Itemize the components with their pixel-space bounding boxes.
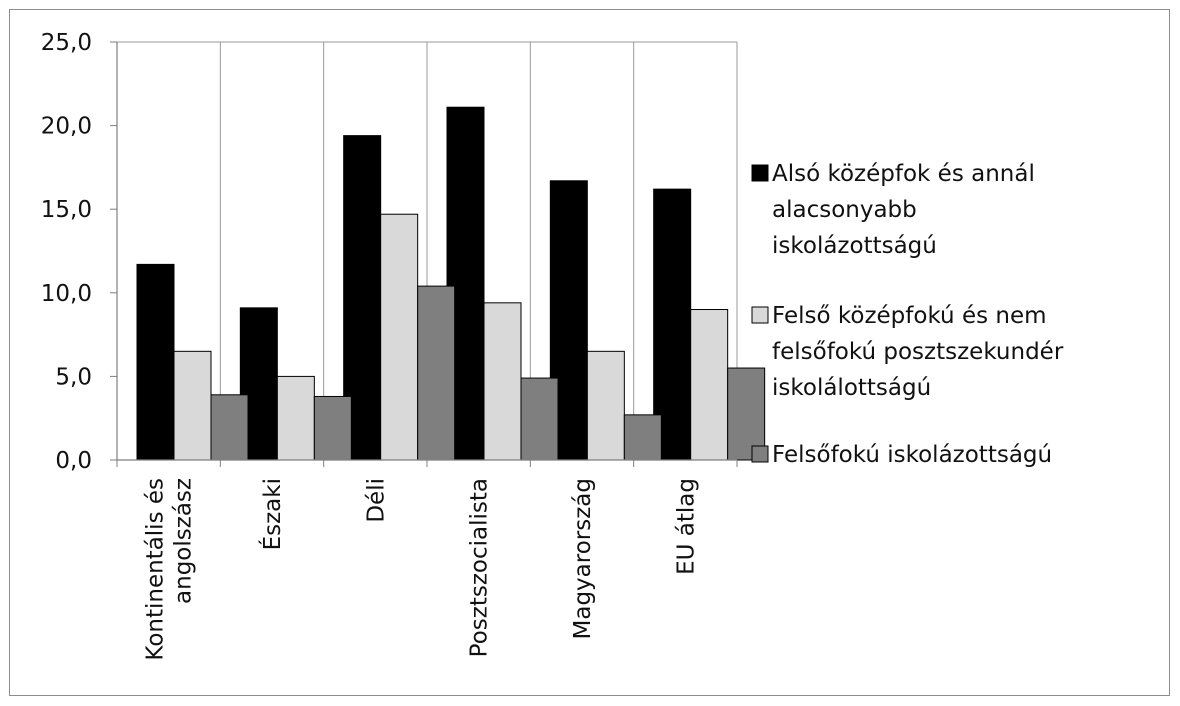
bar <box>623 414 662 461</box>
bar <box>313 395 352 461</box>
x-tick-label: Magyarország <box>570 478 596 639</box>
bar <box>276 375 315 461</box>
y-tick-label: 25,0 <box>41 30 92 56</box>
legend-swatch <box>751 164 769 182</box>
bar <box>520 377 559 461</box>
legend-label: iskolálottságú <box>772 375 931 401</box>
bar <box>483 302 522 461</box>
legend-swatch <box>751 306 769 324</box>
x-tick-label: Posztszocialista <box>467 478 493 657</box>
y-tick-label: 5,0 <box>55 364 92 390</box>
y-tick-label: 20,0 <box>41 114 92 140</box>
bar <box>210 394 249 461</box>
bar <box>690 309 729 461</box>
legend-label: iskolázottságú <box>772 233 937 259</box>
x-tick-label: Kontinentális és <box>143 478 169 661</box>
bar <box>173 350 212 461</box>
x-tick-label: Északi <box>258 478 286 550</box>
bar <box>380 213 419 461</box>
bar <box>417 285 456 461</box>
legend-label: felsőfokú posztszekundér <box>772 339 1064 365</box>
bar <box>136 263 175 461</box>
x-tick-label: Déli <box>363 478 389 523</box>
legend-label: Alsó középfok és annál <box>772 161 1035 187</box>
x-tick-label: angolszász <box>171 478 197 604</box>
legend-label: Felső középfokú és nem <box>772 303 1047 329</box>
y-tick-label: 10,0 <box>41 281 92 307</box>
legend-label: Felsőfokú iskolázottságú <box>772 442 1052 468</box>
x-axis-labels: Kontinentális és angolszász Északi Déli Posz… <box>116 460 738 661</box>
y-axis-ticks: 0,0 5,0 10,0 15,0 20,0 25,0 <box>41 30 117 474</box>
x-tick-label: EU átlag <box>673 478 699 575</box>
bar <box>586 350 625 461</box>
bars <box>136 106 766 461</box>
legend-label: alacsonyabb <box>772 197 917 223</box>
legend-swatch <box>751 445 769 463</box>
y-tick-label: 0,0 <box>55 448 92 474</box>
bar <box>727 367 766 461</box>
legend: Alsó középfok és annál alacsonyabb iskoláz… <box>751 161 1064 468</box>
y-tick-label: 15,0 <box>41 197 92 223</box>
